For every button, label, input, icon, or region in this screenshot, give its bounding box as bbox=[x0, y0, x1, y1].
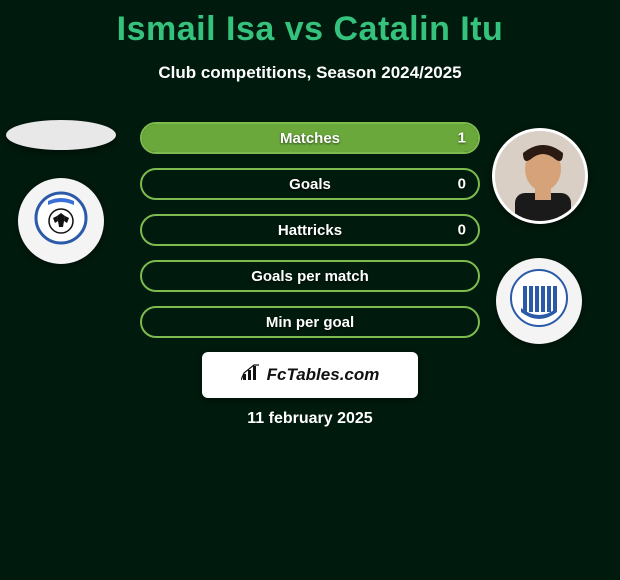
stat-label: Hattricks bbox=[142, 222, 478, 239]
snapshot-date: 11 february 2025 bbox=[0, 410, 620, 428]
stat-row: Min per goal bbox=[140, 306, 480, 338]
stat-row: Goals 0 bbox=[140, 168, 480, 200]
stat-right-value: 1 bbox=[458, 130, 466, 147]
right-player-avatar bbox=[492, 128, 588, 224]
soccer-ball-icon bbox=[34, 191, 88, 252]
stat-label: Min per goal bbox=[142, 314, 478, 331]
stat-row: Hattricks 0 bbox=[140, 214, 480, 246]
stat-row: Goals per match bbox=[140, 260, 480, 292]
left-club-crest bbox=[18, 178, 104, 264]
stat-right-value: 0 bbox=[458, 176, 466, 193]
source-badge: FcTables.com bbox=[202, 352, 418, 398]
stat-row: Matches 1 bbox=[140, 122, 480, 154]
stat-label: Goals bbox=[142, 176, 478, 193]
stat-label: Goals per match bbox=[142, 268, 478, 285]
source-label: FcTables.com bbox=[267, 365, 380, 385]
right-club-crest bbox=[496, 258, 582, 344]
stat-rows: Matches 1 Goals 0 Hattricks 0 Goals per … bbox=[140, 122, 480, 352]
comparison-subtitle: Club competitions, Season 2024/2025 bbox=[0, 63, 620, 83]
club-shield-icon bbox=[509, 268, 569, 335]
stat-bar-right bbox=[142, 124, 478, 152]
chart-icon bbox=[241, 364, 261, 387]
left-player-avatar bbox=[6, 120, 116, 150]
stat-right-value: 0 bbox=[458, 222, 466, 239]
comparison-title: Ismail Isa vs Catalin Itu bbox=[0, 0, 620, 49]
